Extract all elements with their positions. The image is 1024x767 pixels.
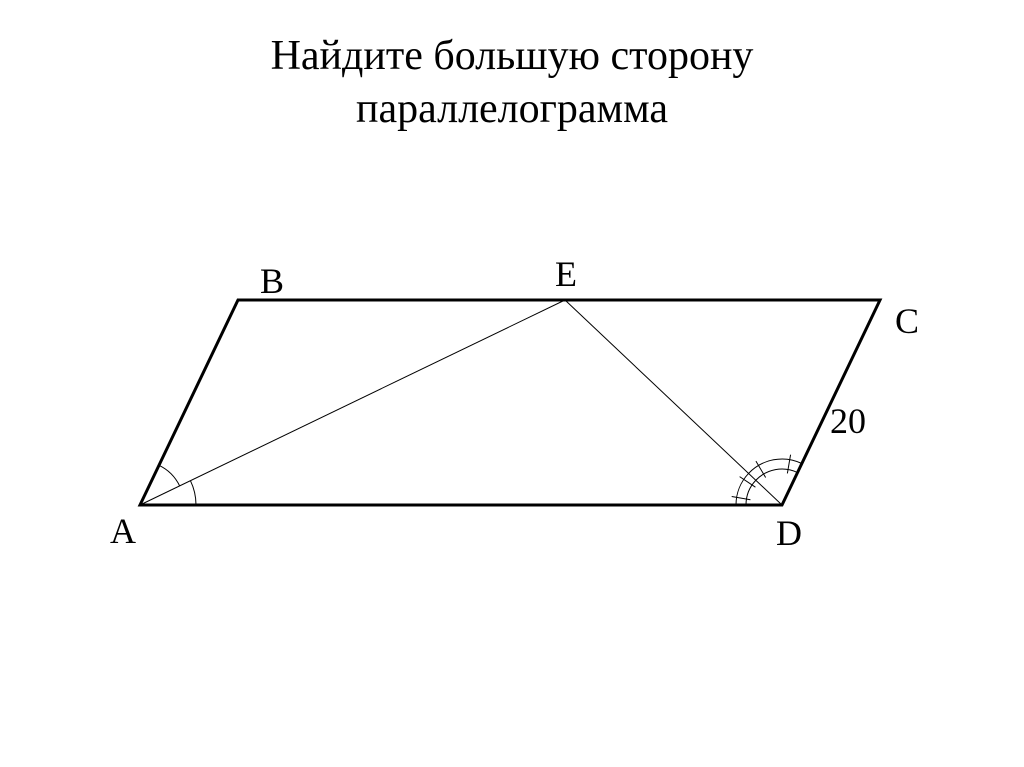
label-a: A <box>110 510 136 552</box>
page-title: Найдите большую сторону параллелограмма <box>0 30 1024 135</box>
label-c: C <box>895 300 919 342</box>
title-line1: Найдите большую сторону <box>271 33 754 79</box>
title-line2: параллелограмма <box>356 86 668 132</box>
label-b: B <box>260 260 284 302</box>
label-e: E <box>555 253 577 295</box>
page: Найдите большую сторону параллелограмма … <box>0 0 1024 767</box>
label-d: D <box>776 512 802 554</box>
label-cd-length: 20 <box>830 400 866 442</box>
